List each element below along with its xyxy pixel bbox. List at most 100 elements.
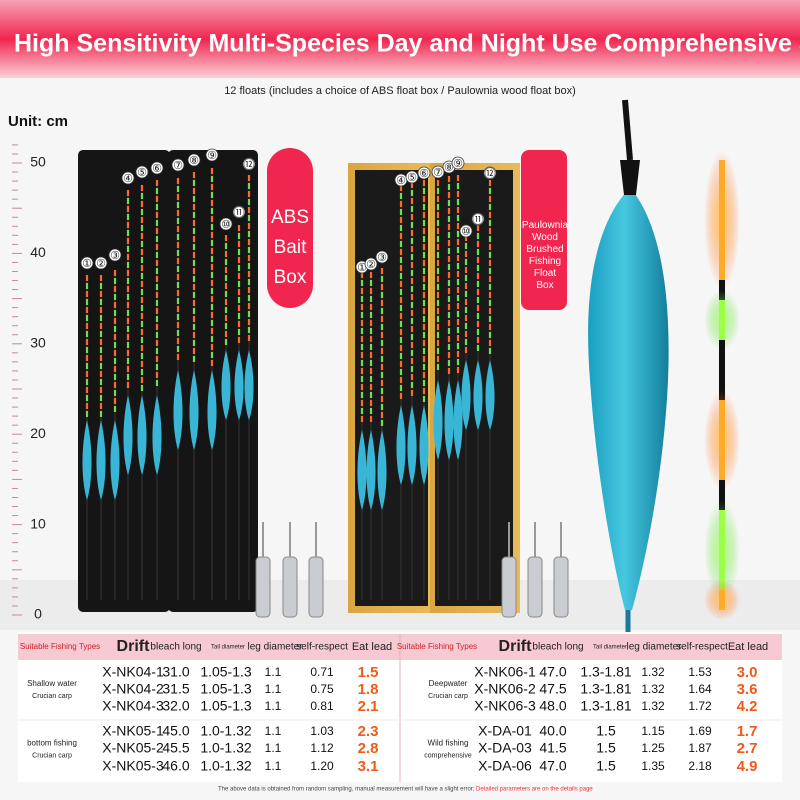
fishing-type-sub: comprehensive	[424, 752, 472, 759]
eat-lead-cell: 1.8	[358, 681, 379, 698]
float-number-badge	[242, 157, 256, 171]
table-cell: X-NK06-1	[474, 664, 536, 680]
fishing-type: Shallow water	[27, 679, 77, 688]
table-cell: 1.05-1.3	[200, 664, 252, 680]
float-number-badge	[121, 171, 135, 185]
float-body	[485, 360, 495, 430]
table-header: Suitable Fishing Types	[397, 642, 477, 651]
float-number-badge	[205, 148, 219, 162]
float-number-badge	[80, 256, 94, 270]
float-body	[473, 360, 483, 430]
table-cell: 1.20	[310, 759, 334, 773]
float-body	[453, 380, 463, 460]
float-number: ⑦	[433, 167, 443, 179]
fishing-type: Deepwater	[429, 679, 468, 688]
table-cell: X-DA-01	[478, 723, 532, 739]
table-cell: 1.0-1.32	[200, 740, 252, 756]
table-cell: X-NK04-1	[102, 664, 164, 680]
fishing-type-sub: Crucian carp	[32, 693, 72, 700]
float-number-badge	[150, 161, 164, 175]
table-cell: 0.75	[310, 682, 334, 696]
table-cell: 1.87	[688, 741, 712, 755]
table-cell: 1.5	[596, 758, 616, 774]
ruler-label: 40	[30, 244, 46, 260]
ruler: 50 40 30 20 10 0	[12, 144, 46, 622]
float-number: ②	[96, 258, 106, 270]
wood-pill	[521, 150, 567, 310]
float-number: ⑨	[207, 150, 217, 162]
float-number: ⑤	[137, 167, 147, 179]
float-body	[366, 430, 376, 510]
table-cell: 1.64	[688, 682, 712, 696]
rod-segment	[719, 400, 725, 480]
table-cell: 1.3-1.81	[580, 698, 632, 714]
table-cell: 1.1	[265, 665, 282, 679]
float-body	[433, 380, 443, 460]
table-cell: 40.0	[539, 723, 566, 739]
table-cell: X-DA-06	[478, 758, 532, 774]
table-cell: 1.25	[641, 741, 665, 755]
float-body	[110, 420, 120, 500]
float-number: ⑨	[453, 158, 463, 170]
table-cell: 47.5	[539, 681, 566, 697]
eat-lead-cell: 4.2	[737, 698, 758, 715]
table-cell: 1.32	[641, 665, 665, 679]
fishing-type: Wild fishing	[428, 739, 469, 748]
float-number: ①	[82, 258, 92, 270]
table-cell: X-NK06-3	[474, 698, 536, 714]
table-header: leg diameter	[247, 642, 303, 653]
rod-segment	[719, 590, 725, 610]
eat-lead-cell: 3.6	[737, 681, 758, 698]
float-number-badge	[232, 205, 246, 219]
table-cell: 2.18	[688, 759, 712, 773]
float-number: ⑫	[485, 167, 496, 180]
table-header: Tail diameter	[211, 645, 245, 651]
title: High Sensitivity Multi-Species Day and N…	[14, 30, 800, 58]
float-number: ①	[357, 262, 367, 274]
table-cell: 32.0	[162, 698, 189, 714]
float-number: ④	[396, 175, 406, 187]
float-number-badge	[135, 165, 149, 179]
float-number-badge	[364, 257, 378, 271]
rod-segment	[719, 510, 725, 590]
table-cell: 45.5	[162, 740, 189, 756]
float-body	[137, 395, 147, 475]
float-number: ⑤	[407, 172, 417, 184]
float-number-badge	[471, 212, 485, 226]
table-header: Eat lead	[352, 641, 392, 653]
table-cell: 1.1	[265, 699, 282, 713]
footer-note: The above data is obtained from random s…	[218, 787, 475, 793]
ruler-label: 50	[30, 154, 46, 170]
table-cell: X-NK04-2	[102, 681, 164, 697]
fishing-type-sub: Crucian carp	[428, 693, 468, 700]
table-cell: 1.32	[641, 682, 665, 696]
float-body	[377, 430, 387, 510]
table-cell: 31.0	[162, 664, 189, 680]
wood-box-inner-left	[355, 170, 428, 606]
table-cell: 46.0	[162, 758, 189, 774]
table-header: Suitable Fishing Types	[20, 642, 100, 651]
table-cell: 1.1	[265, 682, 282, 696]
table-cell: 0.71	[310, 665, 334, 679]
footer-link: Detailed parameters are on the details p…	[476, 787, 593, 793]
table-cell: X-NK06-2	[474, 681, 536, 697]
table-cell: X-NK05-3	[102, 758, 164, 774]
table-cell: 1.03	[310, 724, 334, 738]
float-number: ⑦	[173, 160, 183, 172]
ruler-label: 10	[30, 515, 46, 531]
table-cell: X-DA-03	[478, 740, 532, 756]
float-number-badge	[451, 156, 465, 170]
lead-weight	[255, 556, 271, 618]
float-number-badge	[171, 158, 185, 172]
float-number-badge	[219, 217, 233, 231]
lead-weight	[527, 556, 543, 618]
float-body	[444, 380, 454, 460]
unit-label: Unit: cm	[8, 113, 68, 130]
float-body	[96, 420, 106, 500]
float-number: ⑪	[473, 213, 484, 226]
rod-segment	[719, 160, 725, 280]
float-number: ⑫	[244, 158, 255, 171]
